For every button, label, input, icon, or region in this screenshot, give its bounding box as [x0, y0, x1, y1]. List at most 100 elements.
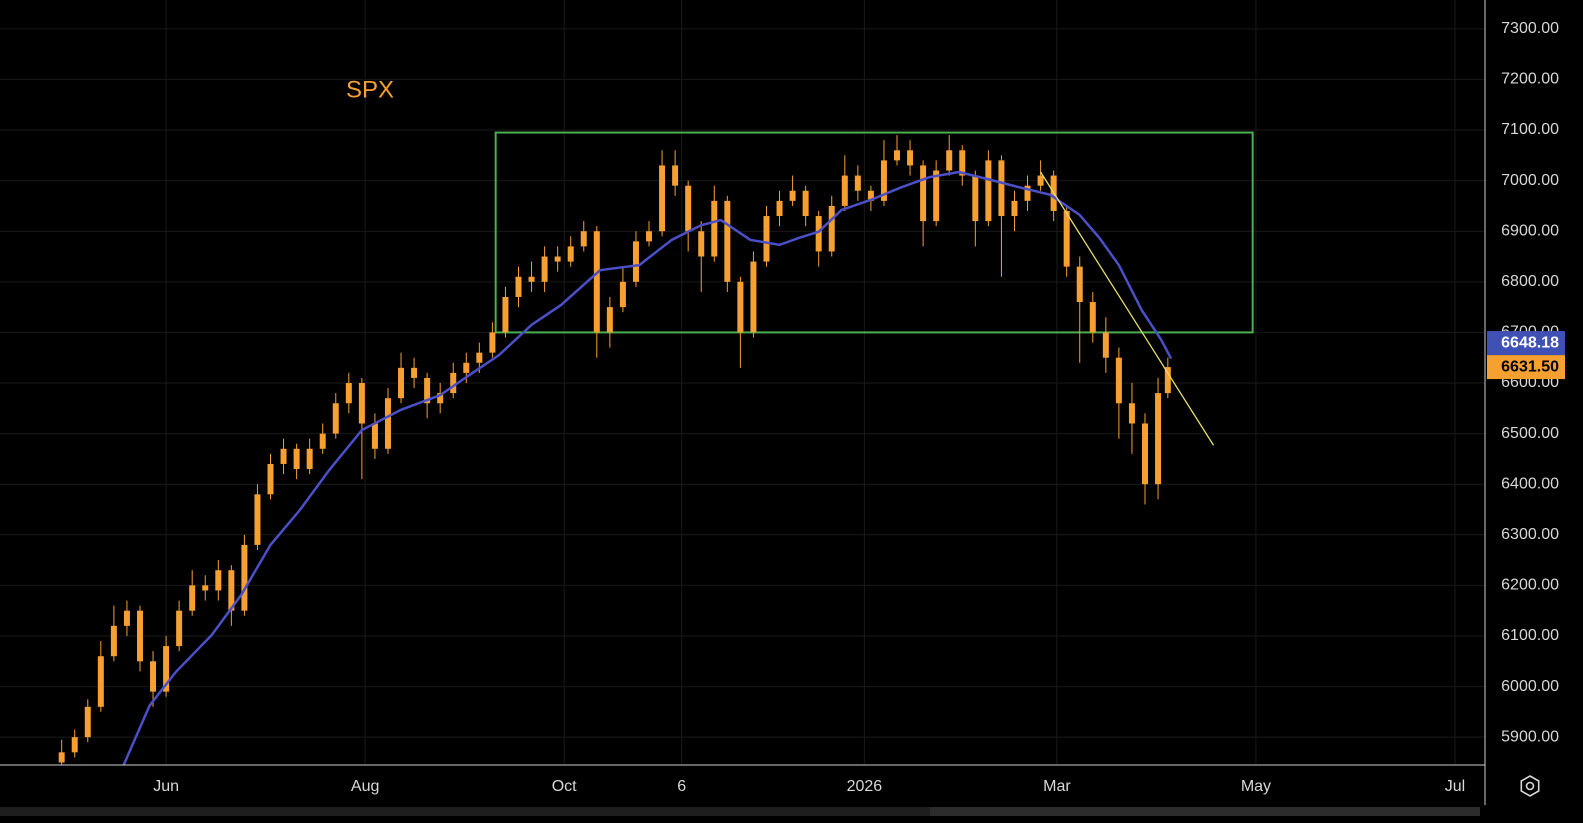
candle-body — [110, 625, 117, 657]
candle-body — [1164, 367, 1171, 394]
candle-body — [215, 570, 222, 591]
candle-body — [84, 706, 91, 738]
candle-body — [424, 377, 431, 404]
candle-body — [946, 150, 953, 171]
price-label-bg — [1487, 331, 1565, 356]
moving-average — [122, 170, 1173, 765]
candle-body — [802, 190, 809, 217]
candle-body — [319, 433, 326, 449]
candle-body — [358, 383, 365, 424]
candle-body — [554, 256, 561, 262]
candle-body — [371, 423, 378, 449]
price-label: 6631.50 — [1501, 358, 1559, 375]
candle-body — [606, 307, 613, 333]
candle-body — [880, 160, 887, 201]
price-label: 6648.18 — [1501, 334, 1559, 351]
candle-body — [1115, 357, 1122, 404]
candle-body — [972, 175, 979, 222]
candle-body — [567, 246, 574, 262]
candle-body — [659, 165, 666, 232]
candle-body — [685, 185, 692, 232]
candle-body — [293, 448, 300, 470]
grid — [0, 0, 1485, 765]
candle-body — [593, 231, 600, 333]
candle-body — [1011, 200, 1018, 217]
candle-body — [176, 610, 183, 647]
candle-body — [1128, 403, 1135, 424]
candle-body — [1089, 302, 1096, 333]
candle-body — [841, 175, 848, 206]
candle-body — [1141, 423, 1148, 485]
plot-area — [58, 131, 1254, 765]
x-tick-label: Mar — [1043, 778, 1071, 795]
candle-body — [1102, 332, 1109, 358]
y-tick-label: 7200.00 — [1501, 71, 1559, 88]
candle-body — [202, 585, 209, 591]
y-tick-label: 6900.00 — [1501, 222, 1559, 239]
y-tick-label: 6400.00 — [1501, 475, 1559, 492]
candle-body — [136, 610, 143, 662]
candle-body — [528, 276, 535, 282]
candle-body — [58, 752, 65, 763]
y-tick-label: 6300.00 — [1501, 526, 1559, 543]
y-tick-label: 6800.00 — [1501, 273, 1559, 290]
candle-body — [1037, 175, 1044, 186]
candle-body — [1076, 266, 1083, 303]
x-tick-label: 6 — [677, 778, 686, 795]
candle-body — [189, 585, 196, 611]
y-tick-label: 5900.00 — [1501, 728, 1559, 745]
price-label-bg — [1487, 355, 1565, 380]
x-tick-label: Aug — [351, 778, 379, 795]
candle-body — [541, 256, 548, 282]
y-tick-label: 7000.00 — [1501, 172, 1559, 189]
candle-body — [985, 160, 992, 222]
scrollbar-track[interactable] — [0, 807, 1480, 816]
candle-body — [998, 160, 1005, 217]
x-tick-label: Jul — [1445, 778, 1465, 795]
candle-body — [711, 200, 718, 257]
candle-body — [254, 494, 261, 545]
candle-body — [854, 175, 861, 191]
candle-body — [1024, 185, 1031, 201]
candle-body — [384, 398, 391, 449]
candle-body — [437, 393, 444, 404]
candle-body — [1063, 210, 1070, 267]
candle-body — [411, 367, 418, 378]
candle-body — [776, 200, 783, 217]
candle-body — [828, 205, 835, 252]
candle-body — [672, 165, 679, 186]
y-tick-label: 6500.00 — [1501, 425, 1559, 442]
candle-body — [920, 165, 927, 222]
y-tick-label: 6100.00 — [1501, 627, 1559, 644]
settings-button[interactable] — [1520, 775, 1540, 797]
x-tick-label: May — [1241, 778, 1271, 795]
candle-body — [123, 610, 130, 626]
x-tick-label: Oct — [552, 778, 577, 795]
scrollbar-thumb[interactable] — [930, 807, 1480, 816]
candle-body — [959, 150, 966, 176]
candle-body — [907, 150, 914, 166]
candle-body — [463, 362, 470, 373]
candle-body — [489, 332, 496, 353]
candle-body — [580, 231, 587, 247]
candle-body — [632, 241, 639, 282]
range-box — [494, 131, 1254, 334]
candle-body — [515, 276, 522, 297]
candle-body — [228, 570, 235, 611]
candle-body — [398, 367, 405, 399]
candle-body — [150, 661, 157, 692]
y-tick-label: 6000.00 — [1501, 678, 1559, 695]
candle-body — [476, 352, 483, 363]
y-tick-label: 6200.00 — [1501, 577, 1559, 594]
candle-body — [241, 544, 248, 611]
candle-body — [97, 656, 104, 707]
candle-body — [933, 170, 940, 222]
candle-body — [450, 372, 457, 394]
candle-body — [815, 216, 822, 252]
candle-body — [646, 231, 653, 242]
candle-body — [789, 190, 796, 201]
candle-body — [306, 448, 313, 470]
